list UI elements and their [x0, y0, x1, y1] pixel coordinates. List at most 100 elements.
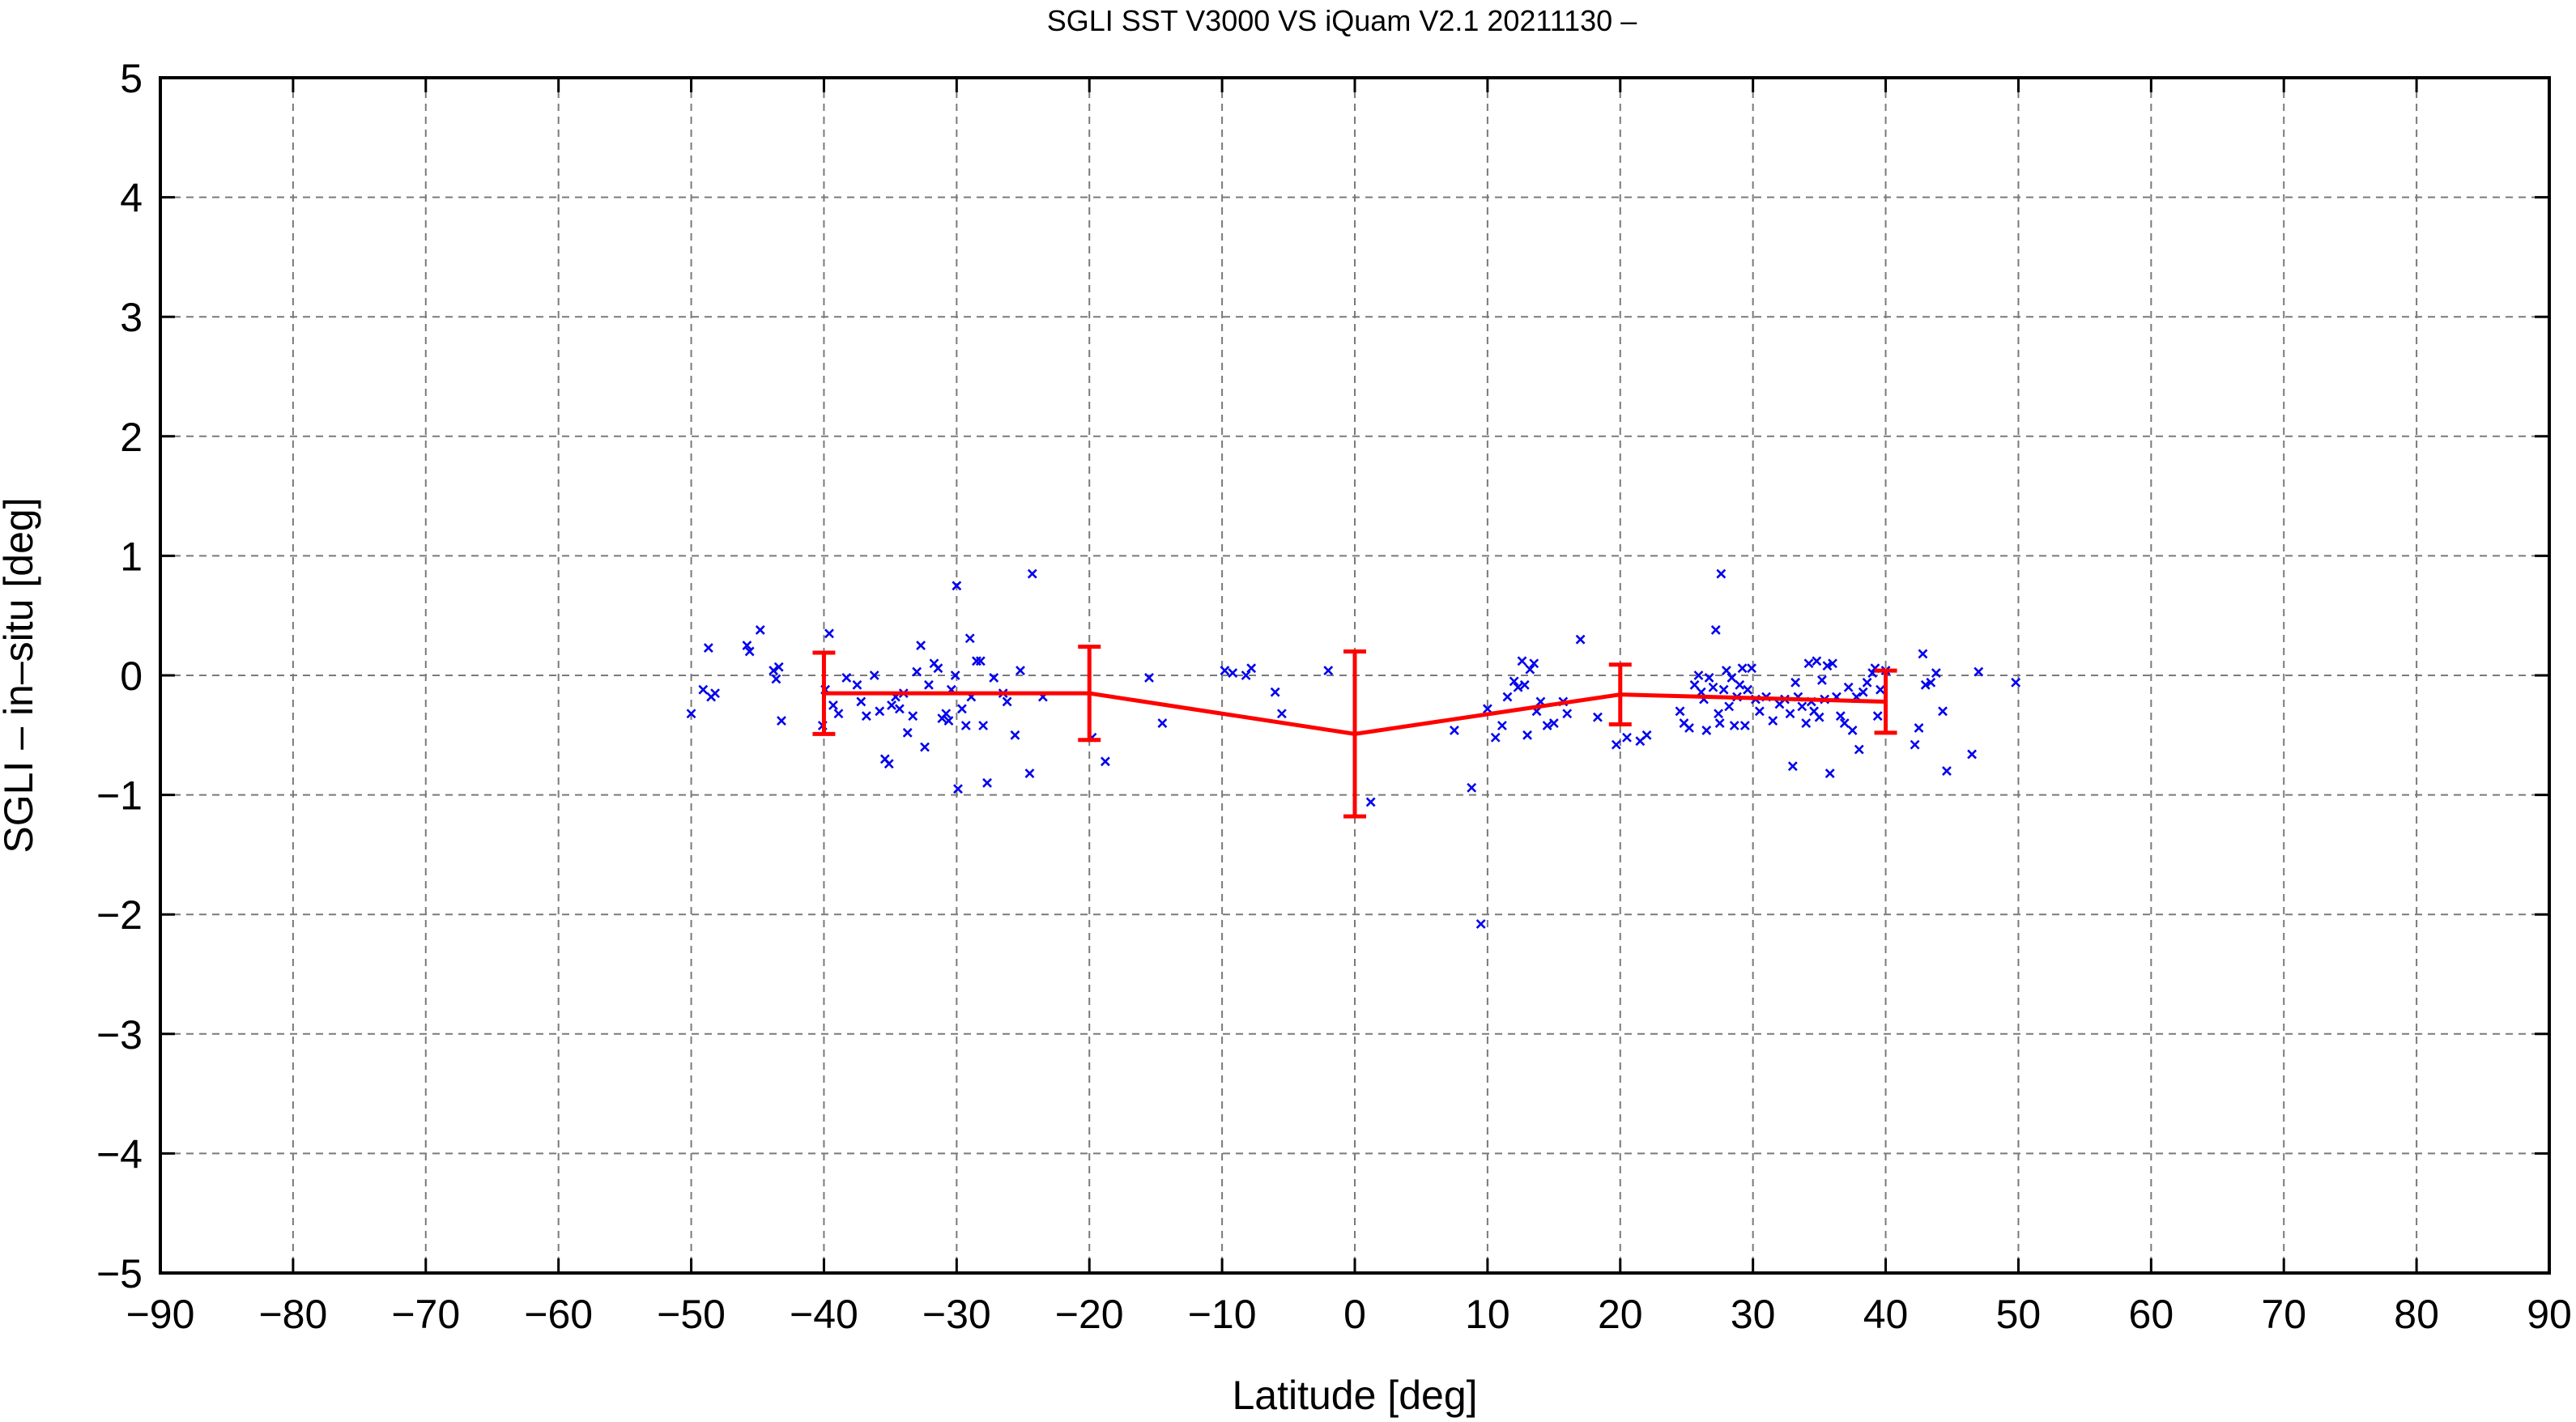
scatter-point [916, 641, 926, 651]
scatter-point [1641, 730, 1652, 740]
scatter-point [1910, 739, 1920, 750]
scatter-point [1517, 656, 1527, 666]
scatter-point [1693, 671, 1704, 680]
scatter-point [1246, 663, 1257, 674]
scatter-point [941, 709, 952, 719]
scatter-point [1365, 797, 1376, 807]
scatter-point [964, 633, 975, 644]
scatter-point [1270, 687, 1280, 697]
scatter-point [1785, 709, 1795, 719]
scatter-point [1575, 634, 1586, 645]
x-tick-label: −40 [790, 1292, 858, 1337]
scatter-point [1220, 666, 1230, 676]
y-tick-label: 0 [120, 654, 143, 699]
scatter-point [833, 709, 844, 719]
scatter-point [1812, 656, 1822, 666]
scatter-point [1592, 712, 1603, 722]
error-bar [1078, 645, 1101, 743]
scatter-point [978, 721, 989, 730]
scatter-point [902, 727, 913, 738]
scatter-point [1847, 725, 1858, 735]
y-tick-label: −1 [96, 773, 143, 819]
scatter-point [1816, 675, 1827, 685]
scatter-point [1920, 679, 1931, 690]
y-axis-title: SGLI – in–situ [deg] [0, 497, 41, 853]
scatter-points [686, 568, 2021, 929]
x-axis-title: Latitude [deg] [1232, 1373, 1477, 1418]
scatter-point [777, 716, 786, 726]
scatter-point [1918, 649, 1928, 659]
scatter-point [1787, 761, 1798, 772]
plot-frame [159, 76, 2551, 1275]
error-bar [1874, 668, 1897, 735]
scatter-point [1502, 692, 1513, 702]
scatter-point [1467, 782, 1477, 793]
scatter-point [884, 759, 894, 769]
y-tick-label: −2 [96, 892, 143, 938]
scatter-point [1914, 723, 1924, 733]
scatter-point [943, 716, 954, 726]
scatter-point [956, 704, 967, 714]
scatter-point [686, 709, 696, 719]
scatter-point [1828, 658, 1837, 669]
scatter-point [952, 581, 962, 591]
x-tick-label: 60 [2129, 1292, 2174, 1337]
scatter-point [861, 711, 871, 722]
scatter-point [1839, 718, 1850, 728]
scatter-point [1714, 718, 1725, 728]
scatter-point [1144, 673, 1154, 683]
x-tick-label: 40 [1863, 1292, 1909, 1337]
scatter-point [1027, 568, 1037, 579]
scatter-point [1548, 718, 1559, 728]
scatter-point [1814, 712, 1824, 722]
scatter-point [703, 643, 713, 653]
x-tick-label: −60 [524, 1292, 593, 1337]
scatter-point [1872, 711, 1883, 722]
scatter-point [1490, 732, 1501, 743]
scatter-point [1276, 709, 1287, 719]
scatter-point [908, 711, 918, 722]
scatter-point [1858, 687, 1868, 697]
scatter-point [1497, 721, 1507, 730]
scatter-point [1754, 706, 1765, 717]
scatter-point [1862, 677, 1872, 688]
scatter-point [1522, 730, 1532, 740]
y-tick-labels: −5 −4 −3 −2 −1 0 1 2 3 4 5 [96, 56, 143, 1296]
scatter-point [1482, 704, 1492, 714]
scatter-point [1714, 709, 1723, 719]
x-tick-label: 0 [1343, 1292, 1366, 1337]
scatter-point [953, 784, 963, 794]
scatter-point [1716, 568, 1727, 579]
x-tick-label: −80 [258, 1292, 327, 1337]
x-tick-label: −90 [126, 1292, 195, 1337]
error-bar [1343, 649, 1366, 819]
scatter-point [1737, 663, 1748, 674]
x-tick-label: −20 [1055, 1292, 1124, 1337]
scatter-point [1747, 663, 1756, 674]
scatter-point [1100, 756, 1110, 767]
x-tick-label: 90 [2527, 1292, 2572, 1337]
scatter-point [1721, 666, 1731, 676]
scatter-point [1542, 721, 1552, 730]
scatter-point [1727, 673, 1737, 683]
scatter-point [1701, 725, 1712, 735]
scatter-point [773, 662, 784, 672]
scatter-point [1513, 682, 1523, 692]
scatter-point [1974, 666, 1984, 677]
y-tick-label: 2 [120, 415, 143, 460]
x-tick-label: −10 [1188, 1292, 1257, 1337]
y-tick-label: −5 [96, 1251, 143, 1296]
scatter-point [975, 656, 986, 666]
scatter-point [824, 628, 834, 639]
error-bar [812, 650, 836, 736]
scatter-point [989, 673, 999, 683]
scatter-point [769, 666, 779, 676]
y-tick-label: 1 [120, 534, 143, 579]
scatter-point [1010, 730, 1020, 740]
y-tick-label: 3 [120, 295, 143, 340]
scatter-point [1843, 682, 1854, 692]
scatter-point [1323, 666, 1334, 676]
y-tick-label: 5 [120, 56, 143, 101]
scatter-point [950, 671, 960, 680]
